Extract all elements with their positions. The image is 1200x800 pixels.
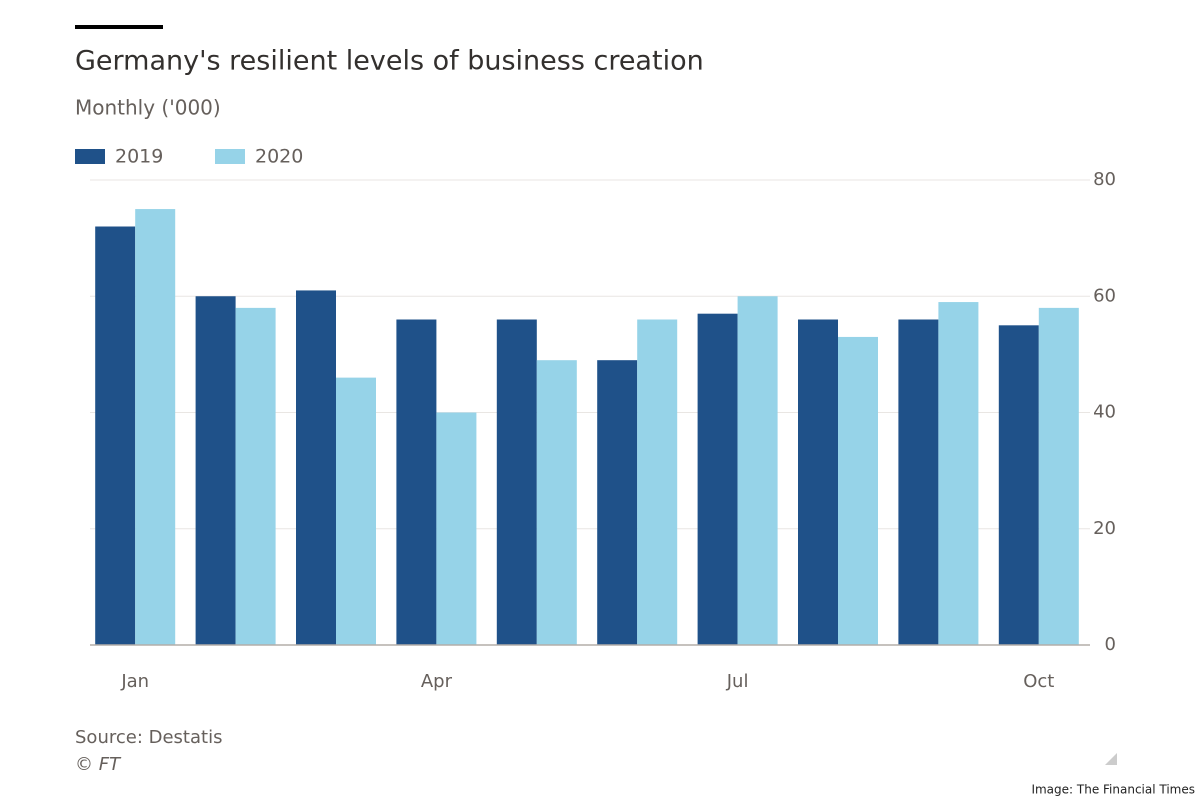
bar	[296, 290, 336, 645]
bar	[95, 226, 136, 645]
legend-swatch	[75, 149, 105, 164]
x-tick-label: Jul	[726, 671, 749, 692]
chart-subtitle: Monthly ('000)	[75, 96, 221, 120]
legend-label: 2019	[115, 146, 163, 168]
bar	[798, 319, 838, 645]
source: Source: Destatis	[75, 727, 222, 748]
legend-swatch	[215, 149, 245, 164]
bar	[938, 302, 979, 645]
bar	[637, 319, 678, 645]
image-credit: Image: The Financial Times	[1031, 783, 1195, 797]
x-tick-label: Apr	[421, 671, 453, 692]
bar	[195, 296, 236, 645]
x-tick-label: Jan	[120, 671, 149, 692]
y-tick-label: 20	[1093, 518, 1116, 539]
copyright: © FT	[75, 754, 122, 775]
bar	[135, 209, 176, 645]
chart-title: Germany's resilient levels of business c…	[75, 46, 704, 77]
bar	[396, 319, 437, 645]
top-rule	[75, 25, 163, 29]
bar	[737, 296, 778, 645]
bar	[597, 360, 638, 645]
bar	[998, 325, 1039, 645]
bar	[235, 307, 276, 645]
bar	[496, 319, 537, 645]
y-tick-label: 60	[1093, 285, 1116, 306]
bar	[336, 377, 376, 645]
bar	[436, 412, 477, 645]
corner-mark	[1105, 753, 1117, 765]
bar	[838, 336, 878, 645]
bar	[697, 313, 738, 645]
legend-label: 2020	[255, 146, 303, 168]
y-tick-label: 40	[1093, 402, 1116, 423]
y-tick-label: 80	[1093, 169, 1116, 190]
bar	[536, 360, 577, 645]
bar	[898, 319, 939, 645]
y-tick-label: 0	[1105, 634, 1116, 655]
bar	[1038, 307, 1079, 645]
x-tick-label: Oct	[1023, 671, 1054, 692]
